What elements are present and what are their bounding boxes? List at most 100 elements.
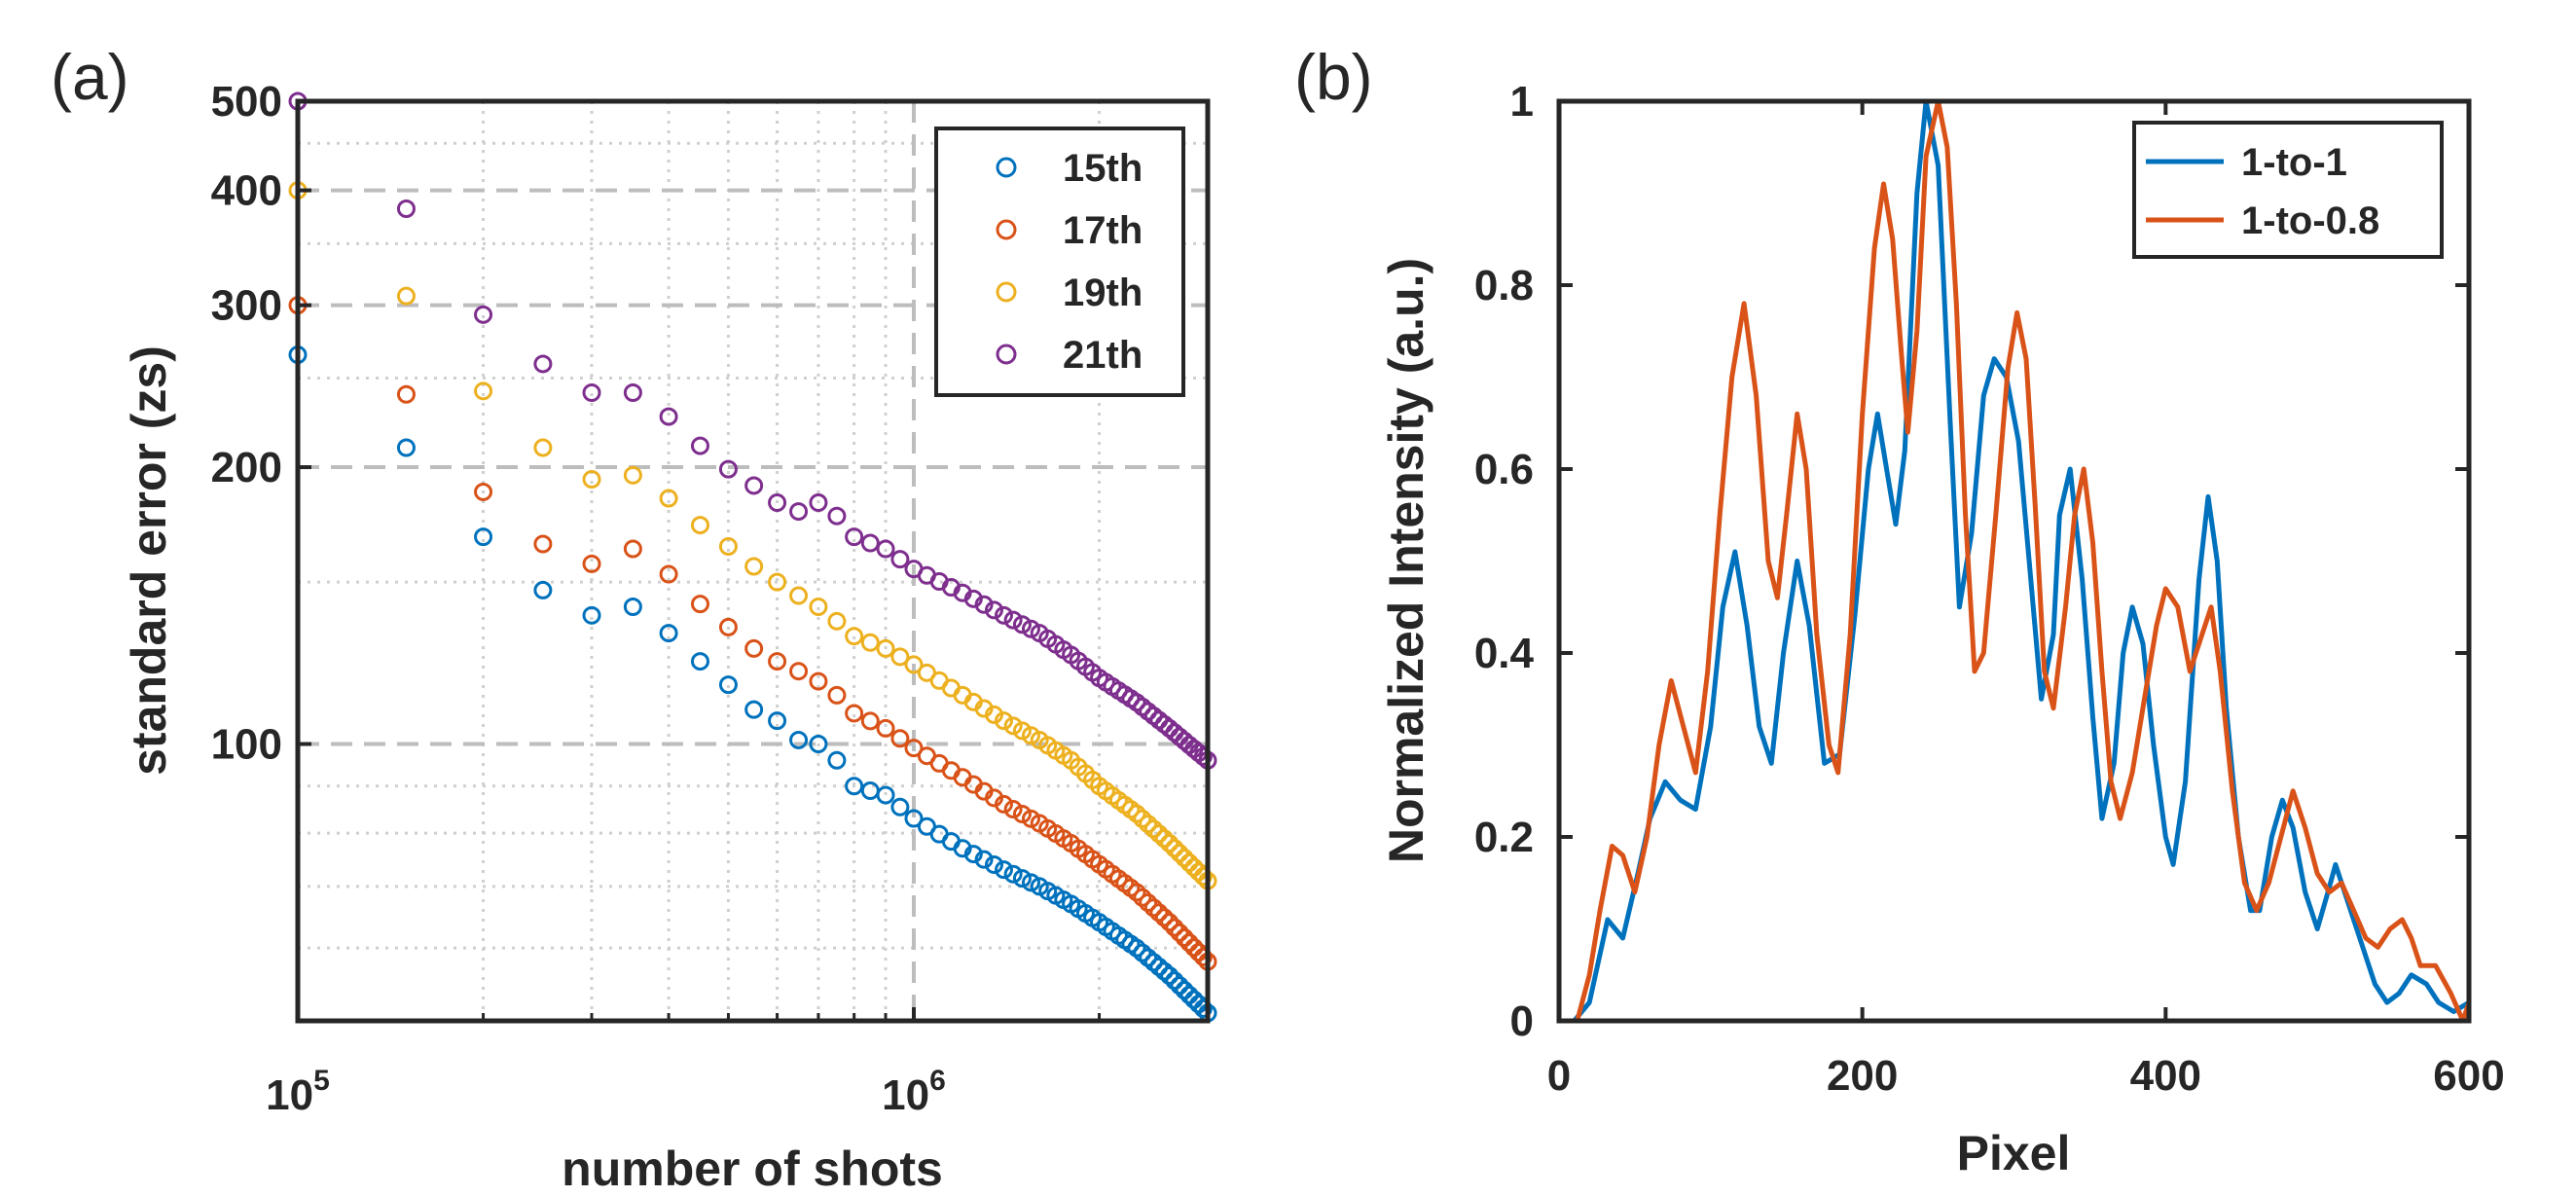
- data-point-19th: [396, 286, 416, 306]
- data-point-17th: [1160, 913, 1179, 932]
- data-point-21th: [984, 600, 1003, 620]
- data-point-17th: [1154, 908, 1174, 927]
- data-point-19th: [1133, 809, 1152, 828]
- data-point-19th: [904, 655, 924, 674]
- data-point-15th: [690, 652, 709, 671]
- data-point-19th: [690, 516, 709, 535]
- panel-a-x-axis-title: number of shots: [562, 1142, 943, 1196]
- data-point-17th: [718, 617, 738, 636]
- data-point-19th: [941, 678, 961, 698]
- data-point-19th: [845, 627, 864, 646]
- panel-b-y-tick-label: 0.4: [1474, 630, 1535, 677]
- data-point-15th: [768, 711, 787, 731]
- data-point-19th: [1127, 804, 1146, 823]
- data-point-17th: [659, 564, 678, 584]
- data-point-15th: [876, 785, 895, 805]
- data-point-21th: [809, 493, 828, 513]
- data-point-19th: [994, 711, 1013, 731]
- data-point-17th: [1139, 893, 1158, 913]
- data-point-21th: [396, 199, 416, 218]
- data-point-15th: [623, 598, 642, 617]
- data-point-19th: [768, 572, 787, 592]
- data-point-15th: [1165, 971, 1184, 991]
- data-point-19th: [1170, 844, 1189, 863]
- data-point-21th: [582, 383, 601, 403]
- legend-label-1-to-0.8: 1-to-0.8: [2241, 200, 2379, 242]
- data-point-17th: [623, 539, 642, 559]
- legend-marker-15th: [996, 157, 1017, 178]
- data-point-15th: [963, 845, 983, 864]
- data-point-19th: [876, 638, 895, 658]
- data-point-15th: [659, 624, 678, 643]
- data-point-15th: [974, 850, 994, 869]
- panel-a-y-tick-label: 100: [211, 721, 282, 769]
- data-point-15th: [904, 809, 924, 828]
- panel-b-y-tick-label: 0: [1510, 998, 1534, 1045]
- data-point-21th: [963, 589, 983, 608]
- data-point-15th: [845, 777, 864, 796]
- data-point-17th: [1175, 928, 1194, 948]
- data-point-19th: [1165, 839, 1184, 858]
- data-point-15th: [718, 675, 738, 695]
- data-point-19th: [1193, 867, 1213, 887]
- data-point-19th: [533, 438, 553, 457]
- panel-b-axes-box: [1556, 98, 2472, 1024]
- panel-b-x-tick-label: 400: [2130, 1052, 2201, 1100]
- data-point-21th: [744, 476, 764, 495]
- panel-b-y-tick-label: 0.6: [1474, 446, 1534, 493]
- data-point-15th: [1154, 961, 1174, 981]
- panel-b-x-tick-label: 0: [1547, 1052, 1571, 1100]
- data-point-21th: [860, 533, 880, 553]
- panel-a-label: (a): [51, 41, 129, 113]
- data-point-17th: [1193, 947, 1213, 966]
- legend-label-1-to-1: 1-to-1: [2241, 141, 2347, 184]
- data-point-21th: [1012, 615, 1032, 635]
- data-point-21th: [659, 407, 678, 426]
- data-point-17th: [768, 652, 787, 671]
- data-point-17th: [860, 711, 880, 731]
- panel-b-legend-box: [2132, 121, 2444, 259]
- panel-b-ticks: 0 200 400 600 0 0.2 0.4 0.6 0.8 1: [1474, 78, 2505, 1100]
- panel-a-y-tick-label: 300: [211, 282, 282, 330]
- data-point-17th: [809, 671, 828, 691]
- series-15th-markers: [288, 345, 1217, 1023]
- data-point-17th: [1012, 805, 1032, 824]
- data-point-17th: [396, 384, 416, 404]
- data-point-21th: [845, 527, 864, 547]
- data-point-17th: [744, 638, 764, 658]
- data-point-21th: [789, 502, 809, 522]
- panel-a-y-tick-label: 500: [211, 78, 282, 126]
- panel-b-y-tick-label: 1: [1510, 78, 1534, 126]
- data-point-17th: [1170, 923, 1189, 942]
- data-point-19th: [744, 557, 764, 576]
- data-point-21th: [994, 605, 1013, 625]
- data-point-21th: [1003, 610, 1023, 630]
- data-point-19th: [659, 489, 678, 508]
- data-point-17th: [1149, 903, 1169, 923]
- data-point-15th: [809, 735, 828, 754]
- data-point-19th: [718, 536, 738, 556]
- data-point-19th: [789, 586, 809, 605]
- panel-b-legend: 1-to-1 1-to-0.8: [2132, 121, 2444, 259]
- data-point-15th: [1175, 981, 1194, 1000]
- data-point-15th: [1143, 953, 1163, 972]
- data-point-19th: [890, 647, 910, 667]
- panel-b-y-axis-title: Normalized Intensity (a.u.): [1379, 258, 1433, 863]
- panel-b-y-tick-label: 0.2: [1474, 814, 1534, 861]
- data-point-19th: [1179, 852, 1199, 872]
- data-point-17th: [582, 554, 601, 573]
- data-point-17th: [789, 662, 809, 681]
- data-point-19th: [1139, 815, 1158, 834]
- data-point-21th: [623, 383, 642, 403]
- panel-b-x-axis-title: Pixel: [1957, 1126, 2071, 1180]
- series-line-1-to-0.8: [1559, 98, 2472, 1024]
- data-point-15th: [994, 860, 1013, 880]
- data-point-17th: [904, 739, 924, 758]
- panel-b-series-lines: [1559, 98, 2472, 1024]
- data-point-17th: [994, 794, 1013, 814]
- legend-marker-21th: [996, 344, 1017, 365]
- data-point-19th: [582, 470, 601, 490]
- data-point-15th: [827, 750, 847, 770]
- legend-label-19th: 19th: [1063, 272, 1143, 314]
